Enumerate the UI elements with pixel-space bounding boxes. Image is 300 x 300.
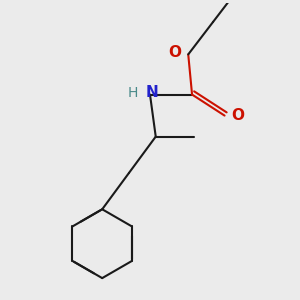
Text: H: H <box>128 85 138 100</box>
Text: O: O <box>168 45 182 60</box>
Text: N: N <box>146 85 158 100</box>
Text: O: O <box>232 108 244 123</box>
